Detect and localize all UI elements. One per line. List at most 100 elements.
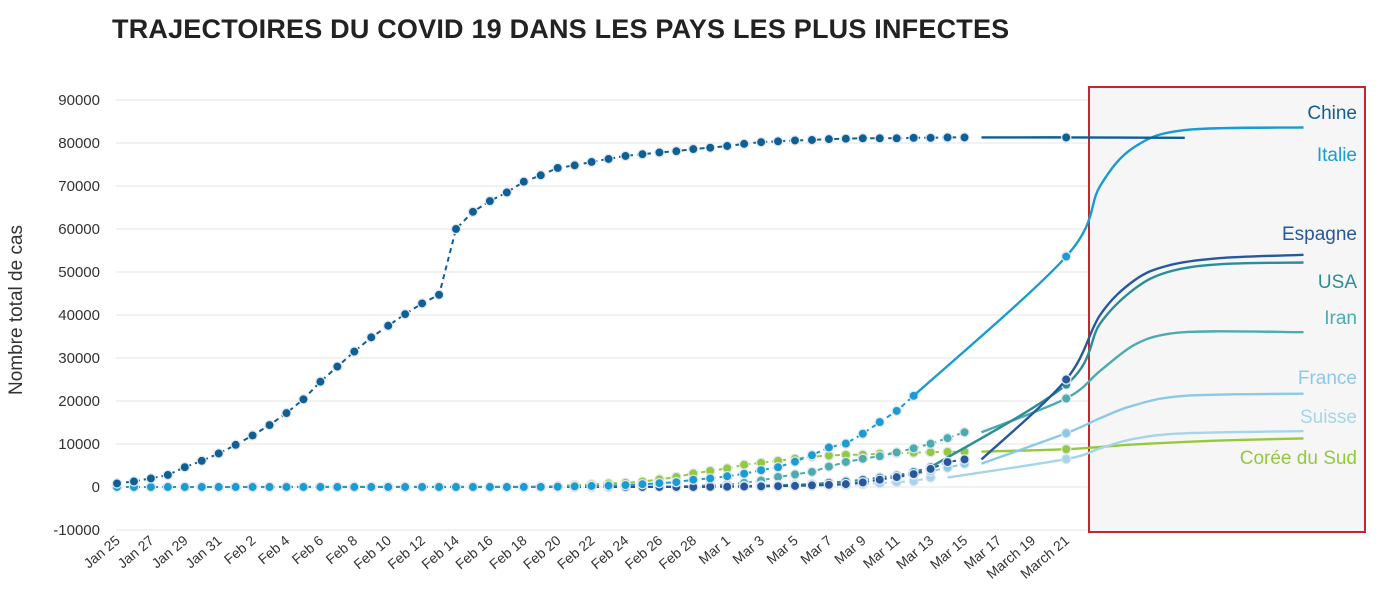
projection-panel xyxy=(1088,86,1366,533)
data-point xyxy=(416,298,428,309)
y-tick-label: 20000 xyxy=(58,393,100,410)
y-tick-label: 10000 xyxy=(58,436,100,453)
x-tick-label: Jan 27 xyxy=(114,532,157,571)
data-point xyxy=(891,133,902,144)
data-point xyxy=(179,461,191,473)
y-axis-label: Nombre total de cas xyxy=(6,225,27,395)
data-point xyxy=(654,147,665,158)
data-point xyxy=(857,477,869,488)
data-point xyxy=(755,136,767,148)
data-point xyxy=(705,142,716,153)
data-point xyxy=(569,160,580,171)
data-point xyxy=(450,223,462,235)
data-point xyxy=(874,416,886,428)
data-point xyxy=(111,478,123,489)
projection-line xyxy=(981,437,1304,453)
data-point xyxy=(298,394,309,405)
y-tick-label: 40000 xyxy=(58,307,100,324)
data-point xyxy=(942,456,953,468)
data-point xyxy=(586,480,597,492)
data-point xyxy=(721,470,733,482)
data-point xyxy=(705,473,716,484)
x-tick-label: Mar 13 xyxy=(893,532,937,572)
y-tick-label: 30000 xyxy=(58,350,100,367)
data-point xyxy=(213,481,224,493)
y-tick-label: 50000 xyxy=(58,264,100,281)
data-point xyxy=(467,206,479,218)
y-axis: 90000 80000 70000 60000 50000 40000 30000 20000… xyxy=(53,92,100,539)
data-point xyxy=(908,468,919,480)
data-point xyxy=(738,459,750,470)
data-point xyxy=(772,461,784,473)
data-point xyxy=(874,474,886,485)
x-tick-label: Mar 15 xyxy=(927,532,971,572)
x-tick-label: Feb 10 xyxy=(350,532,394,572)
chart-title: TRAJECTOIRES DU COVID 19 DANS LES PAYS L… xyxy=(112,14,1010,44)
data-point xyxy=(959,132,970,143)
data-point xyxy=(365,481,377,493)
data-point xyxy=(1060,393,1072,404)
data-point xyxy=(942,132,953,143)
data-point xyxy=(1060,427,1072,439)
data-point xyxy=(789,135,801,146)
data-point xyxy=(264,481,275,493)
x-tick-label: Feb 16 xyxy=(452,532,496,572)
data-point xyxy=(840,438,852,449)
projection-line xyxy=(929,261,1304,469)
data-point xyxy=(247,481,258,493)
x-tick-label: Jan 29 xyxy=(148,532,191,571)
data-point xyxy=(738,468,750,479)
data-point xyxy=(332,481,343,493)
data-point xyxy=(450,481,462,493)
legend-suisse: Suisse xyxy=(1300,407,1357,428)
data-point xyxy=(349,346,360,357)
data-point xyxy=(603,153,614,165)
x-tick-label: Jan 31 xyxy=(182,532,225,571)
y-tick-label: -10000 xyxy=(53,522,100,539)
data-point xyxy=(857,428,869,439)
legend-corée-du-sud: Corée du Sud xyxy=(1240,448,1357,469)
data-point xyxy=(162,481,174,493)
data-point xyxy=(925,132,936,144)
data-point xyxy=(1060,374,1072,385)
data-point xyxy=(857,453,869,465)
y-tick-label: 90000 xyxy=(58,92,100,109)
legend-iran: Iran xyxy=(1324,308,1357,329)
data-point xyxy=(806,480,818,491)
data-point xyxy=(840,133,852,144)
x-tick-label: Feb 18 xyxy=(486,532,530,572)
data-point xyxy=(467,481,479,493)
data-point xyxy=(806,466,818,478)
data-point xyxy=(772,136,784,147)
series-line xyxy=(116,136,965,485)
data-point xyxy=(840,478,852,490)
x-tick-label: Mar 1 xyxy=(695,532,733,567)
data-point xyxy=(1060,251,1072,262)
series-line xyxy=(117,395,915,488)
data-point xyxy=(552,162,563,174)
data-point xyxy=(738,481,750,492)
data-point xyxy=(298,481,309,493)
data-point xyxy=(399,308,411,320)
data-point xyxy=(671,476,682,488)
x-tick-label: Feb 2 xyxy=(221,532,259,567)
data-point xyxy=(484,195,496,207)
data-point xyxy=(365,332,377,343)
data-point xyxy=(586,156,597,168)
data-point xyxy=(281,481,292,493)
data-point xyxy=(196,481,207,493)
x-tick-label: Feb 4 xyxy=(255,532,293,567)
data-point xyxy=(738,138,750,150)
x-tick-label: Feb 26 xyxy=(622,532,666,572)
data-point xyxy=(382,481,394,493)
legend-espagne: Espagne xyxy=(1282,224,1357,245)
data-point xyxy=(518,481,530,493)
data-point xyxy=(620,479,631,491)
x-tick-label: Mar 5 xyxy=(763,532,801,567)
data-point xyxy=(196,455,207,467)
x-tick-label: Feb 12 xyxy=(384,532,428,572)
x-tick-label: Mar 7 xyxy=(797,532,835,567)
data-point xyxy=(772,480,784,492)
data-point xyxy=(179,481,191,493)
data-point xyxy=(518,176,530,187)
